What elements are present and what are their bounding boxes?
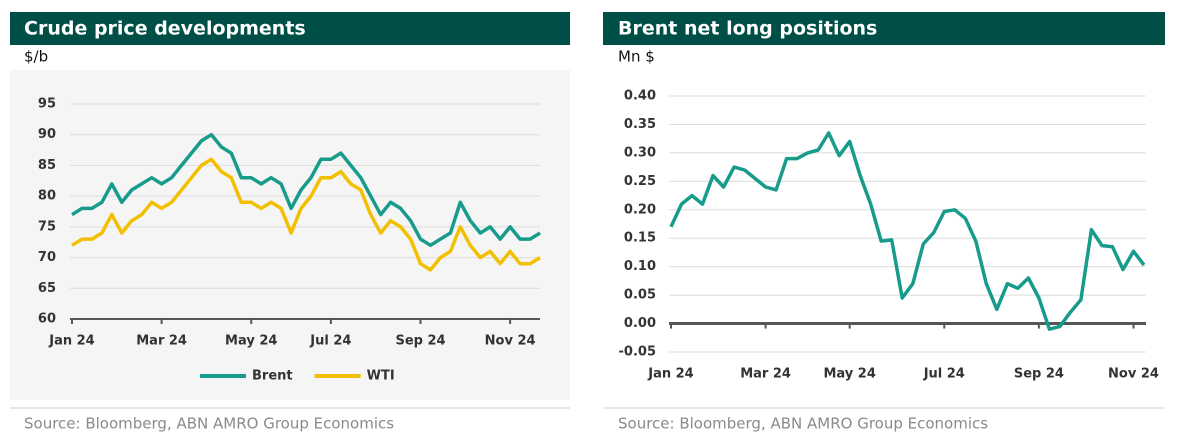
x-tick-label: Jan 24 [647, 367, 693, 382]
source: Source: Bloomberg, ABN AMRO Group Econom… [618, 415, 988, 433]
x-tick-label: May 24 [225, 334, 277, 349]
y-tick-label: 0.35 [624, 117, 656, 132]
data-line [71, 157, 541, 272]
x-tick-label: Mar 24 [740, 367, 791, 382]
y-tick-label: 85 [38, 158, 56, 173]
x-tick-label: Jul 24 [923, 367, 965, 382]
header-bar [10, 12, 570, 45]
x-tick-label: Jan 24 [48, 334, 94, 349]
chart-title: Brent net long positions [618, 18, 877, 40]
x-tick-label: May 24 [823, 367, 875, 382]
plot-background [10, 70, 570, 400]
header-bar [603, 12, 1165, 45]
y-tick-label: 0.15 [624, 231, 656, 246]
y-tick-label: 0.10 [624, 259, 656, 274]
y-tick-label: 0.05 [624, 288, 656, 303]
data-line [71, 132, 541, 248]
y-axis-label: $/b [24, 48, 48, 66]
y-tick-label: 0.20 [624, 202, 656, 217]
data-line [669, 131, 1146, 331]
x-tick-label: Sep 24 [1014, 367, 1064, 382]
y-axis-label: Mn $ [618, 48, 655, 66]
chart-title: Crude price developments [24, 18, 306, 40]
source: Source: Bloomberg, ABN AMRO Group Econom… [24, 415, 394, 433]
legend-label: Brent [252, 369, 293, 384]
x-tick-label: Mar 24 [136, 334, 187, 349]
y-tick-label: 0.40 [624, 89, 656, 104]
y-tick-label: 70 [38, 250, 56, 265]
y-tick-label: -0.05 [619, 345, 656, 360]
legend-label: WTI [367, 369, 395, 384]
x-tick-label: Nov 24 [1108, 367, 1159, 382]
y-tick-label: 60 [38, 312, 56, 327]
y-tick-label: 65 [38, 281, 56, 296]
y-tick-label: 90 [38, 127, 56, 142]
y-tick-label: 95 [38, 97, 56, 112]
x-tick-label: Nov 24 [485, 334, 536, 349]
y-tick-label: 75 [38, 219, 56, 234]
y-tick-label: 0.30 [624, 145, 656, 160]
x-tick-label: Jul 24 [309, 334, 351, 349]
y-tick-label: 0.00 [624, 316, 656, 331]
y-tick-label: 80 [38, 189, 56, 204]
y-tick-label: 0.25 [624, 174, 656, 189]
x-tick-label: Sep 24 [395, 334, 445, 349]
